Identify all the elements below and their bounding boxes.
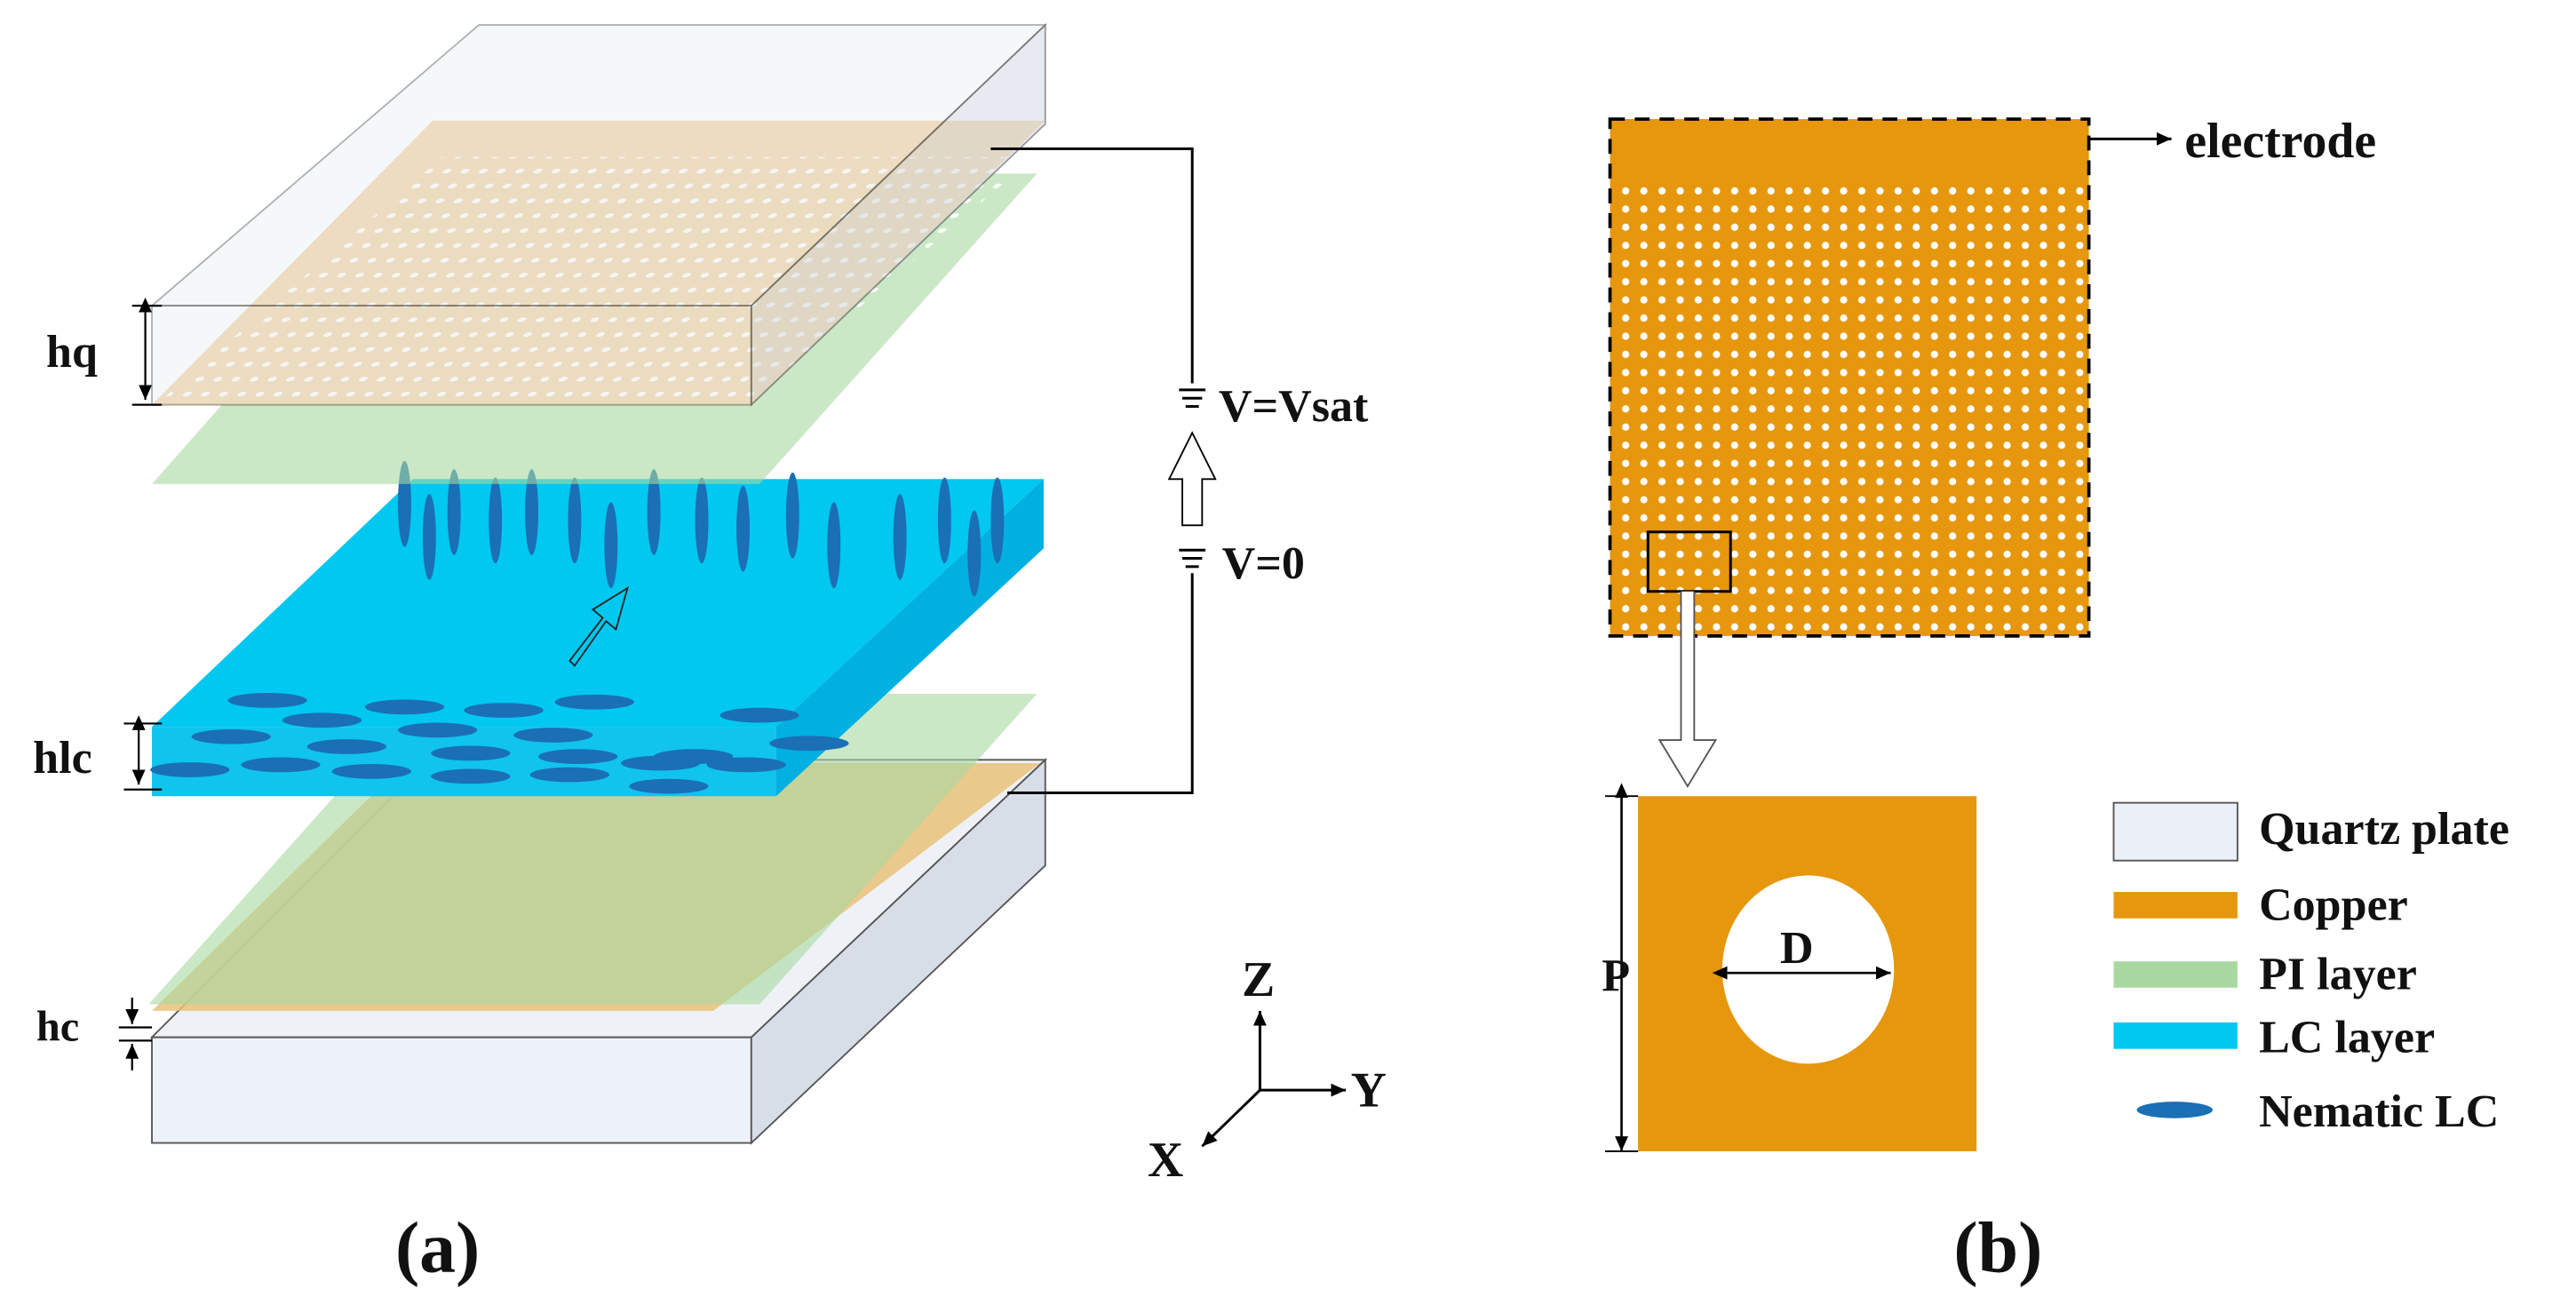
legend-swatch-nematic	[2136, 1102, 2214, 1118]
legend-label: LC layer	[2259, 1012, 2435, 1062]
hole-array	[1613, 185, 2086, 633]
lc-molecule	[604, 502, 618, 588]
label-v-zero: V=0	[1222, 538, 1305, 589]
lc-molecule	[893, 494, 907, 580]
legend-swatch-lc	[2113, 1022, 2238, 1049]
label-hlc: hlc	[33, 733, 92, 784]
lc-molecule	[447, 469, 461, 555]
zoom-arrow	[1658, 591, 1718, 788]
coordinate-axes	[1201, 1010, 1347, 1148]
lc-molecule	[150, 762, 230, 777]
label-hc: hc	[36, 1003, 79, 1050]
lc-molecule	[464, 703, 544, 718]
lc-molecule	[827, 502, 841, 588]
lc-molecule	[431, 768, 511, 784]
lc-molecule	[422, 494, 436, 580]
legend-swatch-copper	[2113, 892, 2238, 919]
lc-layer	[152, 479, 1044, 797]
dimension-markers	[118, 297, 163, 1070]
legend-swatch-quartz	[2112, 801, 2238, 862]
top-quartz	[149, 22, 1048, 407]
nematic-molecules	[150, 460, 1005, 794]
axis-z: Z	[1242, 952, 1275, 1007]
lc-molecule	[769, 736, 849, 752]
lc-molecule	[629, 778, 709, 794]
legend-label: Quartz plate	[2259, 804, 2509, 855]
axis-x: X	[1148, 1133, 1183, 1188]
circuit	[990, 147, 1217, 795]
lc-molecule	[720, 707, 799, 723]
lc-molecule	[568, 477, 582, 564]
lc-molecule	[554, 694, 634, 710]
lc-molecule	[529, 767, 609, 783]
lc-molecule	[191, 728, 271, 744]
lc-molecule	[227, 693, 307, 708]
label-p: P	[1602, 951, 1630, 1002]
legend-label: PI layer	[2259, 950, 2417, 1000]
lc-molecule	[282, 712, 362, 728]
axis-y: Y	[1351, 1063, 1387, 1118]
legend-label: Copper	[2259, 880, 2408, 931]
lc-molecule	[241, 757, 321, 773]
rotation-arrow	[568, 585, 629, 667]
lc-molecule	[431, 745, 511, 761]
legend-swatch-pi	[2113, 961, 2238, 988]
label-v-sat: V=Vsat	[1219, 381, 1369, 432]
lc-molecule	[306, 739, 386, 754]
lc-molecule	[331, 763, 411, 779]
lc-molecule	[695, 477, 709, 564]
label-electrode: electrode	[2184, 114, 2376, 169]
caption-b: (b)	[1953, 1207, 2042, 1288]
lc-molecule	[525, 469, 539, 555]
lc-molecule	[937, 477, 951, 564]
label-hq: hq	[46, 327, 98, 378]
lc-molecule	[706, 757, 786, 773]
caption-a: (a)	[395, 1207, 480, 1288]
lc-molecule	[990, 477, 1005, 564]
lc-molecule	[967, 510, 982, 597]
lc-molecule	[513, 728, 593, 743]
lc-molecule	[364, 699, 445, 715]
lc-molecule	[736, 485, 750, 572]
lc-molecule	[538, 749, 618, 764]
lc-molecule	[489, 477, 503, 564]
legend-label: Nematic LC	[2259, 1086, 2499, 1137]
lc-molecule	[785, 472, 799, 559]
label-d: D	[1780, 923, 1814, 974]
lc-molecule	[647, 469, 661, 555]
lc-molecule	[620, 755, 701, 771]
lc-molecule	[398, 722, 478, 738]
